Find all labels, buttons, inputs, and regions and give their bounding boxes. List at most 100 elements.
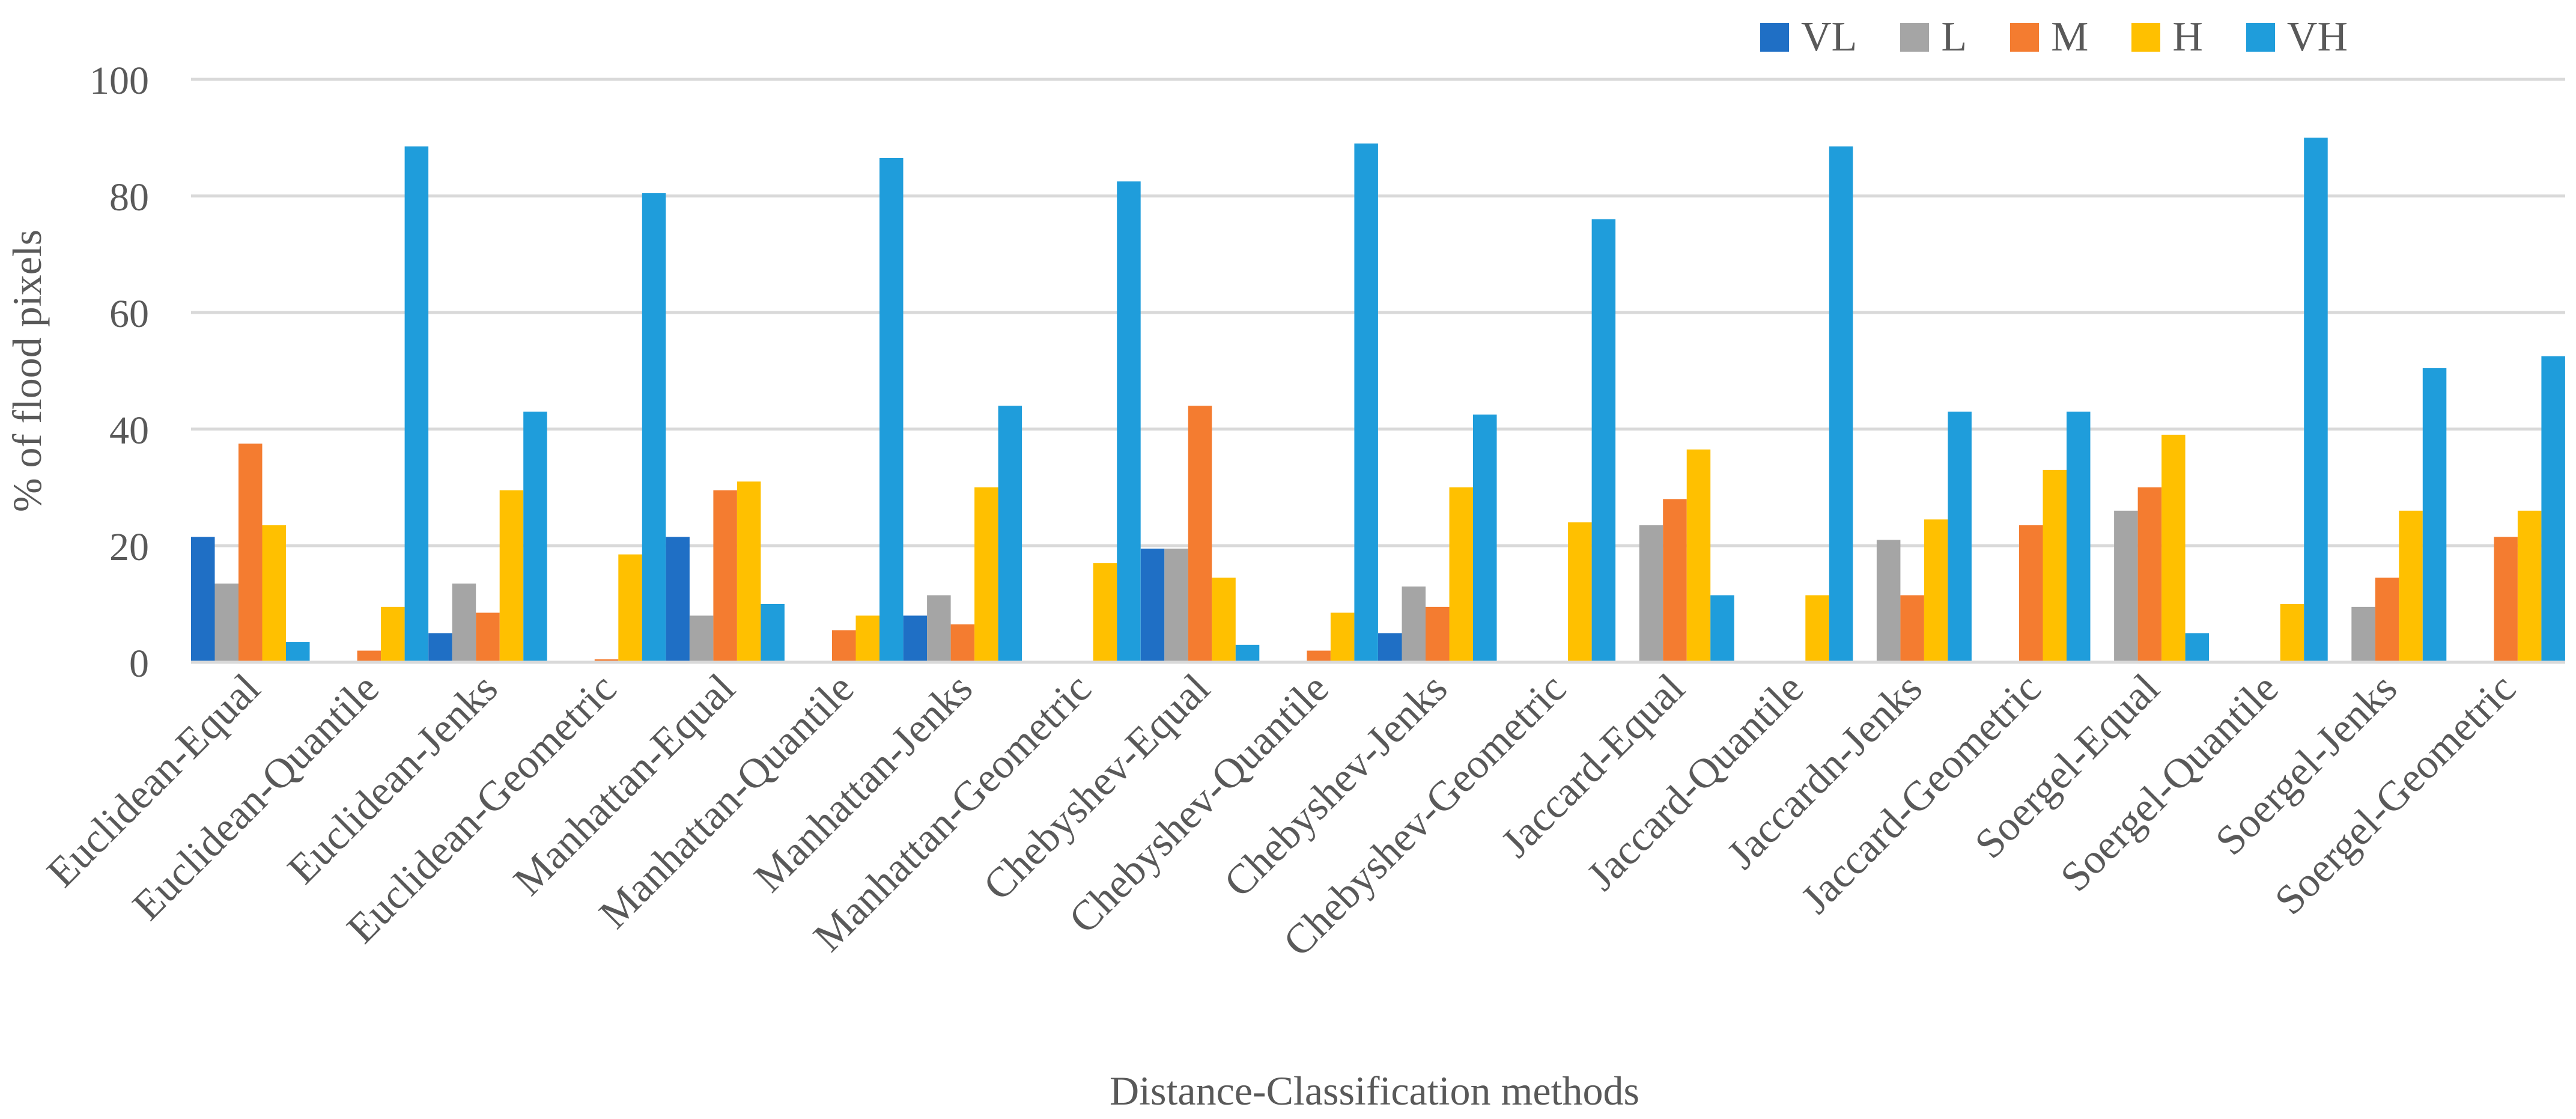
legend-label-vh: VH xyxy=(2286,14,2348,60)
legend-swatch-h xyxy=(2131,23,2161,52)
bar-m-jaccard-equal xyxy=(1663,499,1687,662)
x-tick-label: Manhattan-Jenks xyxy=(746,665,982,901)
bar-vl-chebyshev-jenks xyxy=(1378,633,1402,662)
bar-m-chebyshev-quantile xyxy=(1307,650,1331,662)
bar-m-soergel-jenks xyxy=(2375,578,2399,662)
chart-legend: VL L M H VH xyxy=(1760,13,2348,61)
bar-vh-jaccard-equal xyxy=(1710,595,1734,662)
bar-vh-jaccard-quantile xyxy=(1829,146,1853,663)
legend-item-h: H xyxy=(2131,13,2203,61)
bar-m-soergel-equal xyxy=(2137,487,2162,662)
bar-l-soergel-jenks xyxy=(2351,606,2375,662)
legend-label-h: H xyxy=(2172,14,2203,60)
bar-l-manhattan-jenks xyxy=(927,595,951,662)
bar-vl-manhattan-jenks xyxy=(903,615,928,662)
bar-vh-euclidean-jenks xyxy=(523,411,547,662)
bar-m-euclidean-quantile xyxy=(357,650,381,662)
legend-item-vl: VL xyxy=(1760,13,1857,61)
bar-h-manhattan-geometric xyxy=(1093,563,1117,662)
bar-vh-soergel-quantile xyxy=(2304,138,2328,662)
bar-l-soergel-equal xyxy=(2114,510,2138,662)
legend-swatch-l xyxy=(1900,23,1930,52)
bar-vh-jaccardn-jenks xyxy=(1948,411,1972,662)
bar-m-jaccard-geometric xyxy=(2019,525,2043,662)
bar-m-manhattan-quantile xyxy=(832,630,856,662)
bar-h-jaccardn-jenks xyxy=(1924,519,1948,662)
bar-h-chebyshev-jenks xyxy=(1449,487,1473,662)
bar-l-chebyshev-jenks xyxy=(1402,586,1426,662)
legend-item-vh: VH xyxy=(2246,13,2348,61)
x-tick-label: Euclidean-Jenks xyxy=(279,665,506,893)
bar-h-jaccard-quantile xyxy=(1805,595,1829,662)
bar-m-jaccardn-jenks xyxy=(1900,595,1924,662)
x-tick-label: Chebyshev-Jenks xyxy=(1215,665,1456,906)
bar-h-chebyshev-geometric xyxy=(1568,522,1592,662)
bar-m-soergel-geometric xyxy=(2494,537,2518,662)
x-tick-label: Manhattan-Equal xyxy=(505,665,744,904)
bar-vh-soergel-jenks xyxy=(2422,368,2447,662)
bar-l-jaccard-equal xyxy=(1639,525,1663,662)
bar-vl-euclidean-jenks xyxy=(428,633,452,662)
gridlines xyxy=(191,78,2565,547)
bar-vh-euclidean-quantile xyxy=(404,146,429,663)
legend-item-l: L xyxy=(1900,13,1967,61)
bar-m-manhattan-equal xyxy=(713,490,737,662)
bar-h-euclidean-geometric xyxy=(618,554,642,662)
bar-h-chebyshev-equal xyxy=(1212,578,1236,662)
bar-vh-manhattan-jenks xyxy=(998,406,1022,662)
legend-swatch-m xyxy=(2010,23,2040,52)
bar-vl-euclidean-equal xyxy=(191,537,215,662)
x-axis-label: Distance-Classification methods xyxy=(1110,1068,1639,1114)
bars xyxy=(191,138,2565,663)
bar-h-jaccard-geometric xyxy=(2043,469,2067,662)
bar-vh-soergel-equal xyxy=(2185,633,2210,662)
y-tick-label: 60 xyxy=(109,292,149,336)
bar-l-chebyshev-equal xyxy=(1164,548,1188,662)
bar-vl-chebyshev-equal xyxy=(1140,548,1165,662)
bar-h-manhattan-equal xyxy=(737,481,761,662)
bar-l-euclidean-jenks xyxy=(452,584,476,662)
x-tick-label: Soergel-Quantile xyxy=(2052,665,2288,901)
bar-h-euclidean-jenks xyxy=(499,490,524,662)
y-axis-label: % of flood pixels xyxy=(4,230,50,512)
bar-vh-chebyshev-geometric xyxy=(1591,219,1616,662)
bar-vh-manhattan-equal xyxy=(761,604,785,662)
bar-vh-manhattan-quantile xyxy=(879,157,904,662)
legend-label-m: M xyxy=(2051,14,2089,60)
bar-l-jaccardn-jenks xyxy=(1876,540,1901,662)
bar-vh-euclidean-equal xyxy=(286,642,310,662)
bar-h-soergel-jenks xyxy=(2399,510,2423,662)
y-tick-label: 80 xyxy=(109,175,149,219)
bar-h-euclidean-equal xyxy=(262,525,286,662)
y-tick-label: 0 xyxy=(129,642,149,686)
bar-m-euclidean-equal xyxy=(238,444,263,662)
bar-l-manhattan-equal xyxy=(689,615,714,662)
bar-h-manhattan-jenks xyxy=(974,487,998,662)
y-tick-label: 100 xyxy=(90,59,149,103)
y-tick-label: 20 xyxy=(109,525,149,569)
bar-h-jaccard-equal xyxy=(1686,449,1711,662)
bar-l-euclidean-equal xyxy=(214,584,238,662)
bar-m-manhattan-jenks xyxy=(950,624,975,662)
bar-h-soergel-quantile xyxy=(2280,604,2304,662)
y-axis-ticks: 0 20 40 60 80 100 xyxy=(90,59,149,686)
bar-vh-chebyshev-equal xyxy=(1235,644,1260,662)
bar-vl-manhattan-equal xyxy=(666,537,690,662)
legend-item-m: M xyxy=(2010,13,2088,61)
legend-swatch-vh xyxy=(2246,23,2275,52)
legend-label-vl: VL xyxy=(1801,14,1858,60)
bar-h-manhattan-quantile xyxy=(855,615,879,662)
legend-label-l: L xyxy=(1941,14,1967,60)
x-tick-label: Jaccard-Quantile xyxy=(1578,665,1812,900)
bar-h-chebyshev-quantile xyxy=(1330,612,1355,662)
bar-h-soergel-equal xyxy=(2161,434,2186,662)
bar-vh-soergel-geometric xyxy=(2541,356,2565,662)
bar-vh-jaccard-geometric xyxy=(2067,411,2091,662)
bar-vh-manhattan-geometric xyxy=(1117,181,1141,662)
bar-m-chebyshev-equal xyxy=(1188,406,1212,662)
x-axis-ticks: Euclidean-EqualEuclidean-QuantileEuclide… xyxy=(38,665,2525,966)
y-tick-label: 40 xyxy=(109,409,149,453)
bar-h-soergel-geometric xyxy=(2517,510,2542,662)
legend-swatch-vl xyxy=(1760,23,1789,52)
